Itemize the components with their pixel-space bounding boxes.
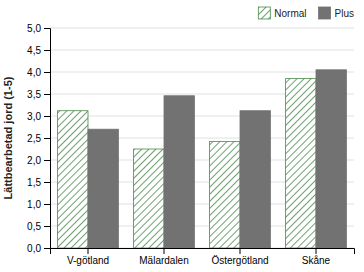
bar bbox=[164, 96, 194, 248]
y-tick-line bbox=[44, 204, 50, 205]
bar bbox=[316, 70, 346, 248]
y-tick-label: 4,5 bbox=[27, 45, 41, 56]
x-tick-line bbox=[164, 248, 165, 254]
y-tick-line bbox=[44, 160, 50, 161]
x-tick-label: Östergötland bbox=[211, 255, 268, 266]
y-axis-title: Lättbearbetad jord (1-5) bbox=[2, 76, 14, 199]
legend-label: Plus bbox=[335, 8, 354, 19]
grid-line bbox=[50, 50, 354, 51]
y-tick-line bbox=[44, 28, 50, 29]
y-tick: 3,5 bbox=[27, 89, 50, 100]
y-tick-label: 3,5 bbox=[27, 89, 41, 100]
grid-line bbox=[50, 72, 354, 73]
x-tick: Mälardalen bbox=[139, 248, 188, 266]
plot: 0,0 0,5 1,0 1,5 2,0 2,5 3,0 3,5 4,0 4,5 5,0 V-götla… bbox=[27, 23, 354, 266]
y-tick: 2,0 bbox=[27, 155, 50, 166]
y-tick-line bbox=[44, 248, 50, 249]
y-tick-line bbox=[44, 226, 50, 227]
y-tick: 2,5 bbox=[27, 133, 50, 144]
x-tick-line bbox=[316, 248, 317, 254]
y-tick-line bbox=[44, 182, 50, 183]
grid-line bbox=[50, 28, 354, 29]
y-tick: 5,0 bbox=[27, 23, 50, 34]
bar bbox=[210, 142, 240, 248]
y-tick-label: 0,0 bbox=[27, 243, 41, 254]
x-tick-line bbox=[88, 248, 89, 254]
x-axis-line bbox=[51, 249, 355, 255]
y-tick-label: 4,0 bbox=[27, 67, 41, 78]
legend-swatch bbox=[319, 7, 331, 19]
bars bbox=[58, 70, 347, 248]
y-tick: 0,0 bbox=[27, 243, 50, 254]
bar bbox=[88, 129, 118, 248]
x-tick: V-götland bbox=[67, 248, 109, 266]
y-tick-label: 3,0 bbox=[27, 111, 41, 122]
y-tick: 3,0 bbox=[27, 111, 50, 122]
y-tick: 1,5 bbox=[27, 177, 50, 188]
y-tick-line bbox=[44, 138, 50, 139]
x-tick-label: Mälardalen bbox=[139, 255, 188, 266]
y-tick: 4,0 bbox=[27, 67, 50, 78]
legend: Normal Plus bbox=[258, 7, 354, 19]
y-tick-line bbox=[44, 72, 50, 73]
y-tick-label: 1,5 bbox=[27, 177, 41, 188]
bar bbox=[58, 111, 88, 248]
y-axis: 0,0 0,5 1,0 1,5 2,0 2,5 3,0 3,5 4,0 4,5 5,0 bbox=[27, 23, 50, 254]
legend-swatch bbox=[258, 7, 270, 19]
y-tick-line bbox=[44, 116, 50, 117]
legend-label: Normal bbox=[274, 8, 306, 19]
x-tick-label: Skåne bbox=[302, 255, 331, 266]
bar bbox=[240, 111, 270, 248]
y-tick-label: 2,5 bbox=[27, 133, 41, 144]
x-axis: V-götland Mälardalen Östergötland Skåne bbox=[51, 248, 355, 266]
grid bbox=[50, 28, 354, 248]
y-tick-line bbox=[44, 50, 50, 51]
legend-item: Normal bbox=[258, 7, 306, 19]
x-tick: Skåne bbox=[302, 248, 331, 266]
y-tick-label: 2,0 bbox=[27, 155, 41, 166]
bar bbox=[134, 149, 164, 248]
x-tick: Östergötland bbox=[211, 248, 268, 266]
legend-item: Plus bbox=[319, 7, 354, 19]
y-axis-line bbox=[44, 29, 51, 249]
y-tick-label: 5,0 bbox=[27, 23, 41, 34]
y-tick: 4,5 bbox=[27, 45, 50, 56]
y-tick-label: 0,5 bbox=[27, 221, 41, 232]
y-tick-line bbox=[44, 94, 50, 95]
x-tick-label: V-götland bbox=[67, 255, 109, 266]
y-tick: 0,5 bbox=[27, 221, 50, 232]
x-tick-line bbox=[240, 248, 241, 254]
bar bbox=[286, 79, 316, 248]
y-tick-label: 1,0 bbox=[27, 199, 41, 210]
chart: 0,0 0,5 1,0 1,5 2,0 2,5 3,0 3,5 4,0 4,5 5,0 V-götla… bbox=[0, 0, 364, 272]
y-tick: 1,0 bbox=[27, 199, 50, 210]
